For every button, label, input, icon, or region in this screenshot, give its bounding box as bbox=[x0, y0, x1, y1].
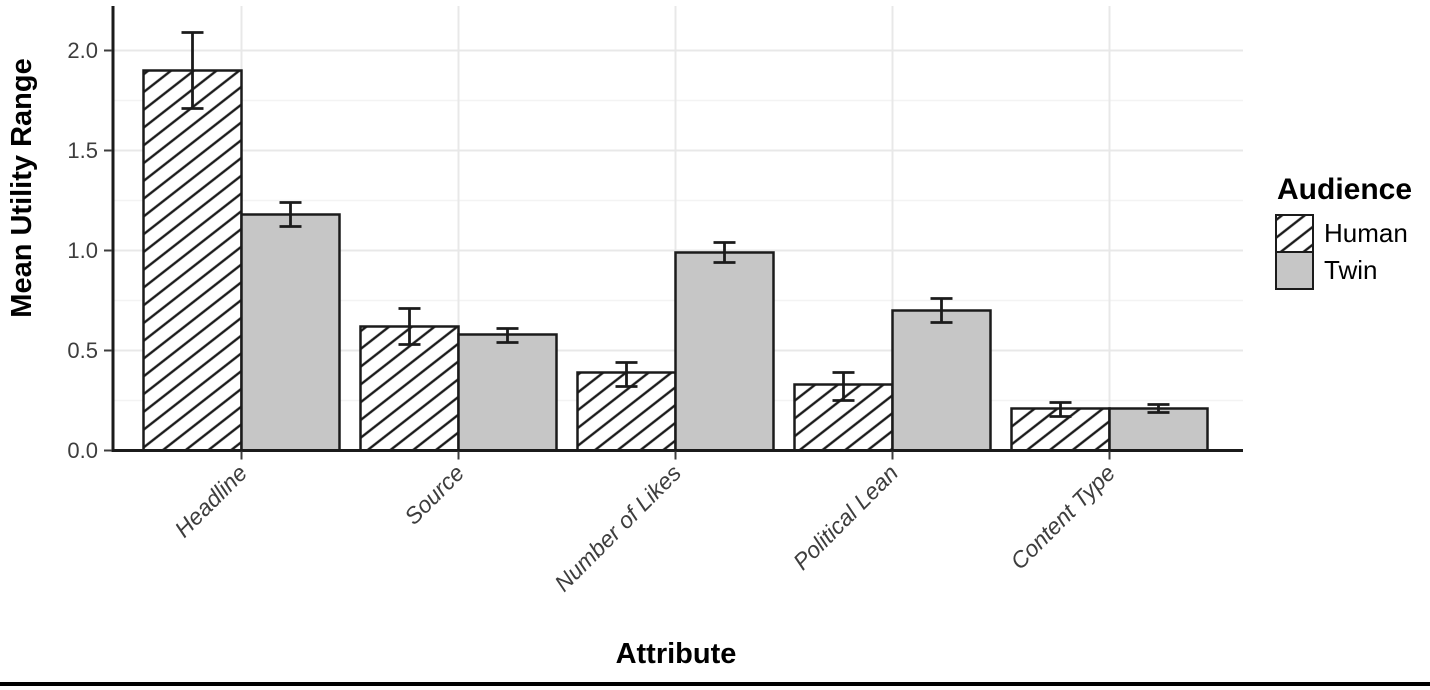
plot-panel: 0.0 0.5 1.0 1.5 2.0 Headline Source Number of L… bbox=[67, 6, 1243, 596]
bar-twin-political-lean bbox=[891, 309, 992, 452]
x-tick-label: Political Lean bbox=[788, 460, 903, 575]
y-tick-label: 1.0 bbox=[67, 238, 98, 263]
bar-twin-content-type bbox=[1108, 407, 1209, 452]
legend-title: Audience bbox=[1277, 173, 1412, 206]
legend-swatch-human bbox=[1275, 214, 1314, 253]
y-axis-title: Mean Utility Range bbox=[6, 58, 38, 317]
legend-label-human: Human bbox=[1324, 218, 1408, 248]
legend: Audience Human Twin bbox=[1275, 173, 1412, 290]
y-tick-label: 0.5 bbox=[67, 338, 98, 363]
bar-twin-headline bbox=[240, 213, 341, 452]
y-tick-label: 0.0 bbox=[67, 438, 98, 463]
bottom-rule bbox=[0, 682, 1430, 686]
x-axis-title: Attribute bbox=[616, 638, 737, 670]
x-tick-label: Headline bbox=[169, 460, 252, 543]
x-tick-label: Source bbox=[399, 460, 469, 530]
y-tick-label: 2.0 bbox=[67, 38, 98, 63]
legend-label-twin: Twin bbox=[1324, 255, 1377, 285]
y-tick-label: 1.5 bbox=[67, 138, 98, 163]
bar-human-headline bbox=[142, 69, 243, 452]
bar-twin-source bbox=[457, 333, 558, 452]
x-tick-label: Content Type bbox=[1005, 460, 1120, 575]
bar-twin-number-of-likes bbox=[674, 251, 775, 452]
legend-swatch-twin bbox=[1275, 251, 1314, 290]
x-tick-label: Number of Likes bbox=[549, 459, 686, 596]
